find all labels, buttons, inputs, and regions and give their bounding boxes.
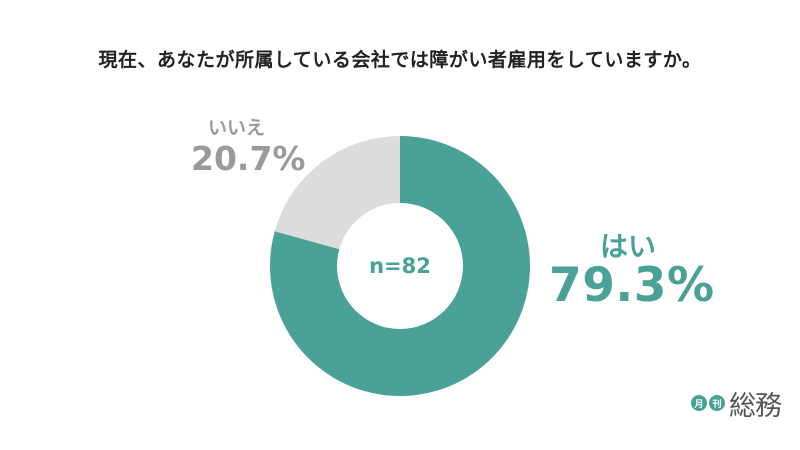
no-slice-label: いいえ: [208, 117, 266, 139]
yes-slice-label: はい: [600, 230, 657, 263]
gekkan-somu-logo: 月 刊 総務: [691, 386, 782, 422]
no-slice-percentage: 20.7%: [191, 139, 306, 178]
logo-badge-getsu: 月: [691, 395, 707, 411]
logo-badge-kan: 刊: [709, 395, 725, 411]
yes-slice-percentage: 79.3%: [549, 258, 715, 313]
chart-title: 現在、あなたが所属している会社では障がい者雇用をしていますか。: [98, 49, 702, 71]
logo-name: 総務: [729, 390, 782, 422]
center-label: n=82: [369, 254, 431, 278]
donut-hole: [337, 203, 463, 329]
